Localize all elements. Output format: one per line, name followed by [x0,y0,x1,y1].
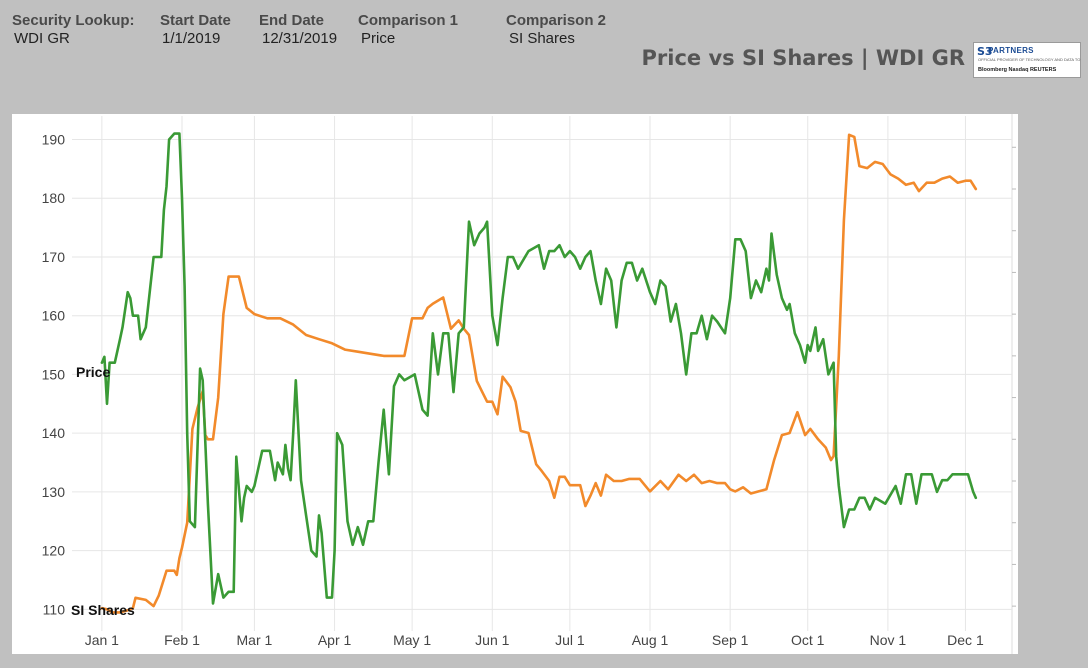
x-tick-label: Dec 1 [947,632,984,648]
x-tick-label: Aug 1 [632,632,669,648]
grid-layer [72,114,1013,654]
comparison-1-value[interactable]: Price [361,30,396,47]
start-date-filter[interactable]: Start Date 1/1/2019 [160,12,231,47]
x-tick-label: Jun 1 [475,632,509,648]
left-tick-label: 160 [42,308,66,324]
x-tick-label: Apr 1 [318,632,352,648]
logo-name: PARTNERS [988,46,1034,55]
logo-mark: S3 [977,45,993,58]
left-tick-label: 130 [42,484,66,500]
price-line [100,132,978,605]
left-tick-label: 180 [42,190,66,206]
comparison-2-label: Comparison 2 [506,12,607,29]
x-tick-label: Oct 1 [791,632,825,648]
si-shares-axis-label: SI Shares [71,602,135,618]
comparison-1-label: Comparison 1 [358,12,459,29]
left-tick-label: 170 [42,249,66,265]
right-axis: 2M4M6M8M10M12M14M16M18M20M22M24M [1012,146,1016,607]
left-tick-label: 110 [43,601,66,617]
security-lookup-label: Security Lookup: [12,12,135,29]
x-tick-label: Sep 1 [712,632,749,648]
x-tick-label: Feb 1 [164,632,200,648]
logo-tagline: OFFICIAL PROVIDER OF TECHNOLOGY AND DATA… [978,57,1081,62]
x-tick-label: Nov 1 [870,632,907,648]
filter-header: Security Lookup: WDI GR Start Date 1/1/2… [12,12,652,52]
logo-brands: Bloomberg Nasdaq REUTERS [978,67,1057,73]
x-tick-label: Mar 1 [237,632,273,648]
left-tick-label: 190 [42,131,66,147]
left-tick-label: 120 [42,543,66,559]
s3-partners-logo: S3 PARTNERS OFFICIAL PROVIDER OF TECHNOL… [973,42,1081,78]
start-date-value[interactable]: 1/1/2019 [162,30,221,47]
security-lookup-value[interactable]: WDI GR [14,30,70,47]
comparison-1-filter[interactable]: Comparison 1 Price [358,12,458,47]
comparison-2-value[interactable]: SI Shares [509,30,575,47]
end-date-label: End Date [259,12,325,29]
security-lookup-filter[interactable]: Security Lookup: WDI GR [12,12,135,47]
end-date-value[interactable]: 12/31/2019 [262,30,338,47]
start-date-label: Start Date [160,12,231,29]
price-axis-label: Price [76,364,110,380]
comparison-2-filter[interactable]: Comparison 2 SI Shares [506,12,606,47]
end-date-filter[interactable]: End Date 12/31/2019 [259,12,337,47]
x-tick-label: Jan 1 [85,632,119,648]
si-shares-line [100,133,978,614]
left-axis: 110 120 130 140 150 160 170 180 190 [42,131,66,617]
price-vs-si-chart: 110 120 130 140 150 160 170 180 190 2M4M6M8M10M1… [42,114,1016,654]
left-tick-label: 150 [42,366,66,382]
left-tick-label: 140 [42,425,66,441]
x-tick-label: May 1 [393,632,431,648]
chart-title: Price vs SI Shares | WDI GR [641,46,965,70]
series-layer [100,132,978,614]
x-tick-label: Jul 1 [555,632,585,648]
x-axis: Jan 1 Feb 1 Mar 1 Apr 1 May 1 Jun 1 Jul 1 Aug 1… [85,632,984,648]
chart-panel: 110 120 130 140 150 160 170 180 190 2M4M6M8M10M1… [12,114,1018,654]
